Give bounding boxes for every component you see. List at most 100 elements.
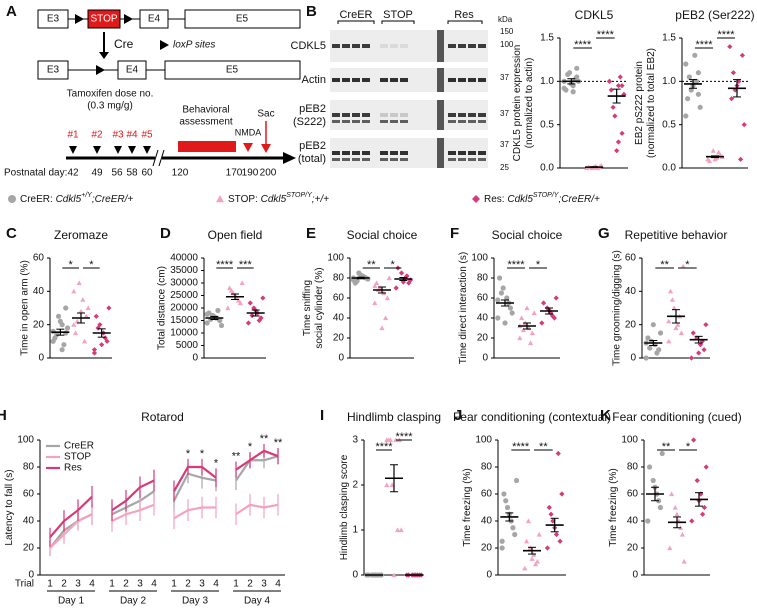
y-tick-label: 40 (333, 313, 345, 324)
data-point (701, 347, 707, 353)
data-point (99, 342, 105, 348)
data-point (512, 531, 518, 538)
y-axis-label: Time in open arm (%) (19, 260, 30, 356)
y-tick-label: 60 (23, 489, 35, 500)
data-point (716, 149, 722, 155)
data-point (672, 504, 678, 510)
data-point (654, 350, 660, 356)
exon-box (184, 9, 301, 29)
y-tick-label: 0 (482, 353, 488, 364)
data-point (528, 340, 534, 346)
data-point (712, 156, 718, 162)
y-tick-label: 80 (333, 273, 345, 284)
blot-band (332, 78, 340, 82)
blot-band (332, 113, 340, 117)
dose-number: #2 (91, 130, 103, 141)
exon-box (164, 60, 301, 80)
kda-marker: 37 (500, 73, 509, 82)
y-tick-label: 20 (23, 543, 35, 554)
x-tick-label: 1 (171, 579, 177, 590)
data-point (93, 313, 99, 319)
data-point (204, 311, 210, 317)
data-point (499, 545, 505, 551)
data-point (59, 347, 65, 353)
blot-band (342, 158, 350, 161)
x-tick-label: 3 (137, 579, 143, 590)
panel-label: B (306, 3, 317, 20)
y-tick-label: 0.0 (540, 163, 554, 174)
data-point (666, 318, 672, 324)
data-point (692, 52, 698, 58)
day-label: 200 (260, 168, 277, 179)
y-tick-label: 0 (28, 570, 34, 581)
data-point (738, 156, 744, 162)
y-tick-label: 0.5 (540, 119, 554, 130)
data-point (386, 275, 392, 281)
nmda-arrow (243, 143, 253, 152)
y-axis-label: Time freezing (%) (462, 468, 473, 547)
x-tick-label: 2 (185, 579, 191, 590)
data-point (703, 464, 709, 470)
legend-text: Res: (484, 194, 507, 205)
data-point (91, 350, 98, 356)
panel-label: H (0, 407, 7, 424)
y-tick-label: 80 (481, 462, 493, 473)
data-point (671, 305, 677, 311)
blot-band (352, 78, 360, 82)
blot-band (380, 120, 388, 123)
y-tick-label: 25000 (170, 290, 198, 301)
data-point (565, 71, 571, 77)
row-label: (total) (298, 153, 326, 165)
lane-bracket (337, 20, 483, 24)
panel-label: I (320, 407, 324, 424)
data-point (524, 305, 530, 311)
legend-text: STOP: (228, 194, 261, 205)
data-point (669, 297, 675, 302)
blot-band (458, 120, 466, 123)
blot-band (448, 78, 456, 82)
blot-band (478, 113, 486, 117)
data-point (619, 130, 625, 136)
day-label: 60 (141, 168, 153, 179)
data-point (522, 565, 528, 571)
data-point (669, 491, 675, 497)
stop-label: STOP (90, 14, 117, 25)
data-point (701, 504, 707, 511)
exon-label: E3 (47, 14, 60, 25)
y-axis-label: CDKL5 protein expression (512, 45, 523, 162)
data-point (372, 283, 378, 289)
x-tick-label: 2 (123, 579, 129, 590)
panel-label: J (454, 407, 462, 424)
x-tick-label: 2 (247, 579, 253, 590)
day-label: Day 2 (120, 596, 147, 607)
kda-marker: 150 (500, 27, 514, 36)
blot-band (380, 158, 388, 161)
blot-band (478, 151, 486, 155)
legend-text: STOP/Y (533, 192, 560, 199)
data-point (727, 44, 733, 50)
blot-band (342, 44, 350, 48)
data-point (374, 280, 380, 286)
y-tick-label: 2 (352, 480, 358, 491)
data-point (247, 300, 253, 306)
data-point (204, 320, 210, 326)
data-point (685, 96, 691, 102)
loxp-site (75, 14, 84, 24)
data-point (533, 561, 539, 567)
x-tick-label: 4 (89, 579, 95, 590)
dose-numbers: #1 #2 #3 #4 #5 (67, 130, 153, 141)
x-tick-label: 4 (213, 579, 219, 590)
data-point (679, 531, 685, 537)
blot-band (342, 78, 350, 82)
data-point (570, 89, 576, 95)
x-tick-label: 2 (61, 579, 67, 590)
panel-label: E (306, 225, 316, 242)
blot-band (448, 120, 456, 123)
data-point (539, 320, 545, 326)
data-point (666, 338, 672, 344)
data-point (612, 113, 618, 119)
postnatal-label: Postnatal day: (4, 168, 67, 179)
y-axis-label: (normalized to total EB2) (646, 48, 657, 158)
significance-label: * (536, 259, 541, 271)
significance-label: * (69, 259, 74, 271)
